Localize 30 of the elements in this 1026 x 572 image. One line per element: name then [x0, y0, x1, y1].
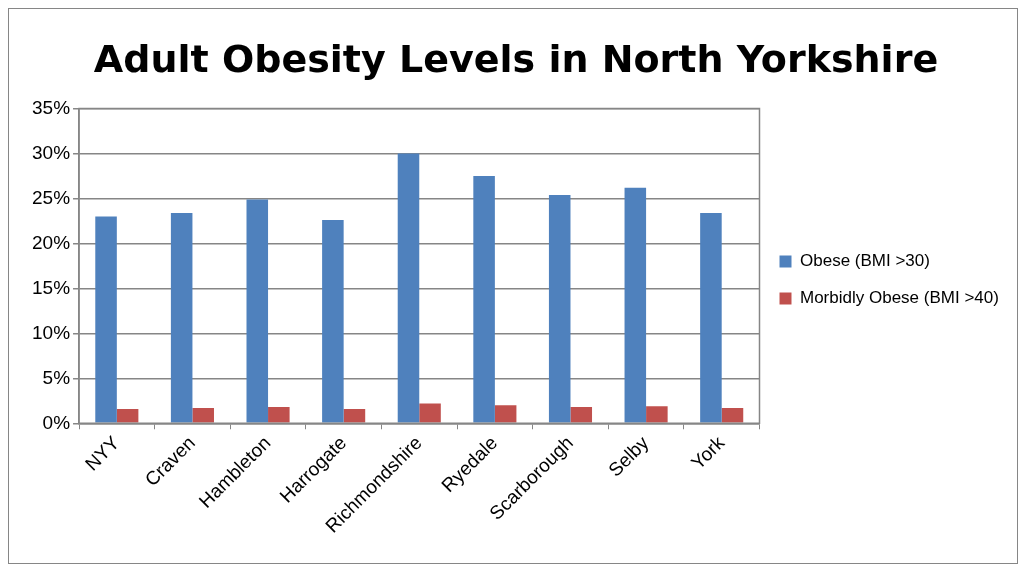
bar: [570, 407, 593, 423]
y-tick-label: 25%: [32, 186, 71, 208]
bar: [548, 194, 571, 423]
y-tick-label: 15%: [32, 276, 71, 298]
bar: [95, 216, 117, 423]
bar: [246, 199, 269, 423]
bar: [646, 406, 668, 423]
bar: [116, 408, 139, 423]
chart-title: Adult Obesity Levels in North Yorkshire: [93, 36, 939, 81]
legend-label: Morbidly Obese (BMI >40): [800, 288, 999, 308]
y-tick-label: 35%: [32, 96, 71, 118]
bar: [170, 212, 193, 423]
bar: [419, 403, 441, 423]
bar: [473, 176, 495, 423]
bar: [494, 405, 517, 423]
x-tick-label: York: [686, 431, 729, 474]
y-tick-label: 30%: [32, 141, 71, 163]
y-tick-label: 0%: [42, 411, 71, 433]
bar: [322, 220, 344, 423]
bar: [192, 407, 214, 423]
bar: [343, 408, 366, 423]
bar: [624, 187, 647, 423]
bar: [721, 407, 744, 423]
y-tick-label: 5%: [42, 366, 71, 388]
bar: [700, 212, 722, 423]
bar: [268, 407, 290, 423]
legend-label: Obese (BMI >30): [800, 251, 930, 271]
y-tick-label: 10%: [32, 321, 71, 343]
bar: [397, 153, 420, 423]
y-tick-label: 20%: [32, 231, 71, 253]
